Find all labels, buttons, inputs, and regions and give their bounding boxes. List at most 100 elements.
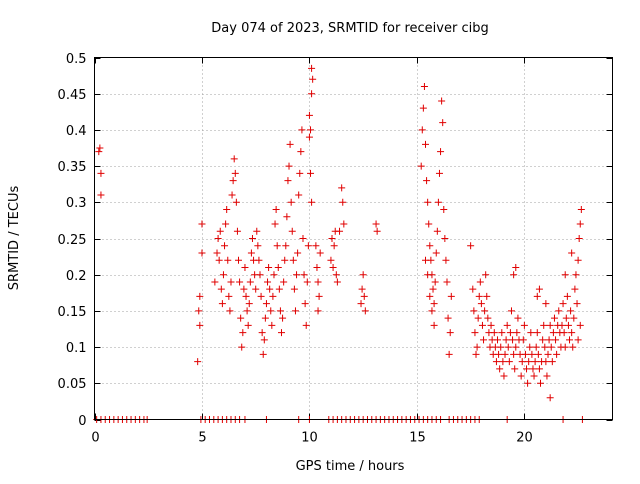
data-point (233, 227, 241, 235)
data-point (540, 321, 548, 329)
data-point (504, 343, 512, 351)
data-point (496, 365, 504, 373)
data-point (530, 372, 538, 380)
data-point (574, 336, 582, 344)
data-point (505, 358, 513, 366)
data-point (517, 372, 525, 380)
data-point (96, 144, 104, 152)
y-tick-label: 0.15 (58, 305, 87, 320)
data-point (548, 358, 556, 366)
data-point (294, 249, 302, 257)
data-point (359, 271, 367, 279)
data-point (422, 256, 430, 264)
data-point (541, 343, 549, 351)
data-point (372, 220, 380, 228)
data-point (542, 358, 550, 366)
data-point (575, 235, 583, 242)
data-point (293, 271, 301, 279)
data-point (253, 227, 261, 235)
data-point (258, 329, 266, 337)
data-point (316, 249, 324, 257)
data-point (552, 336, 560, 344)
data-point (513, 329, 521, 337)
data-point (226, 307, 234, 315)
data-point (297, 148, 305, 156)
data-point (549, 329, 557, 337)
data-point (444, 314, 452, 322)
x-axis-label: GPS time / hours (296, 459, 405, 474)
data-point (523, 365, 531, 373)
x-tick-label: 15 (409, 431, 426, 446)
data-point (430, 300, 438, 308)
data-point (219, 271, 227, 279)
data-point (520, 321, 528, 329)
data-point (247, 249, 255, 257)
data-point (230, 155, 238, 163)
data-point (198, 220, 206, 228)
data-point (426, 292, 434, 300)
data-point (514, 314, 522, 322)
data-point (225, 292, 233, 300)
data-point (229, 177, 237, 185)
data-point (445, 350, 453, 358)
data-point (568, 329, 576, 337)
data-point (194, 358, 202, 366)
data-point (490, 329, 498, 337)
data-point (195, 307, 203, 315)
data-point (328, 235, 336, 242)
data-point (446, 329, 454, 337)
data-point (277, 329, 285, 337)
data-point (447, 292, 455, 300)
data-point (221, 242, 229, 250)
data-point (231, 169, 239, 177)
data-point (501, 350, 509, 358)
data-point (196, 292, 204, 300)
data-point (340, 220, 348, 228)
data-point (576, 220, 584, 228)
data-point (431, 278, 439, 286)
data-point (434, 198, 442, 206)
data-point (240, 285, 248, 293)
data-point (566, 336, 574, 344)
data-point (361, 307, 369, 315)
data-point (498, 329, 506, 337)
data-point (527, 329, 535, 337)
data-point (217, 285, 225, 293)
y-tick-label: 0.1 (66, 341, 87, 356)
data-point (502, 336, 510, 344)
data-point (261, 314, 269, 322)
data-point (535, 365, 543, 373)
data-point (338, 184, 346, 192)
data-point (546, 394, 554, 402)
x-tick-label: 20 (516, 431, 533, 446)
data-point (270, 271, 278, 279)
y-tick-label: 0.45 (58, 88, 87, 103)
data-point (314, 307, 322, 315)
data-point (227, 278, 235, 286)
data-point (483, 292, 491, 300)
data-point (417, 162, 425, 170)
data-point (265, 263, 273, 271)
data-point (433, 227, 441, 235)
x-tick-label: 0 (91, 431, 99, 446)
data-point (312, 242, 320, 250)
data-point (577, 206, 585, 214)
data-point (539, 336, 547, 344)
plot-frame (94, 57, 613, 420)
data-point (499, 358, 507, 366)
data-point (547, 343, 555, 351)
x-tick-label: 5 (198, 431, 206, 446)
data-point (360, 292, 368, 300)
data-point (272, 206, 280, 214)
data-point (357, 300, 365, 308)
data-point (284, 177, 292, 185)
data-point (315, 292, 323, 300)
data-point (281, 256, 289, 264)
data-point (432, 249, 440, 257)
data-point (438, 97, 446, 105)
data-point (519, 336, 527, 344)
data-point (264, 278, 272, 286)
data-point (497, 343, 505, 351)
data-point (500, 372, 508, 380)
